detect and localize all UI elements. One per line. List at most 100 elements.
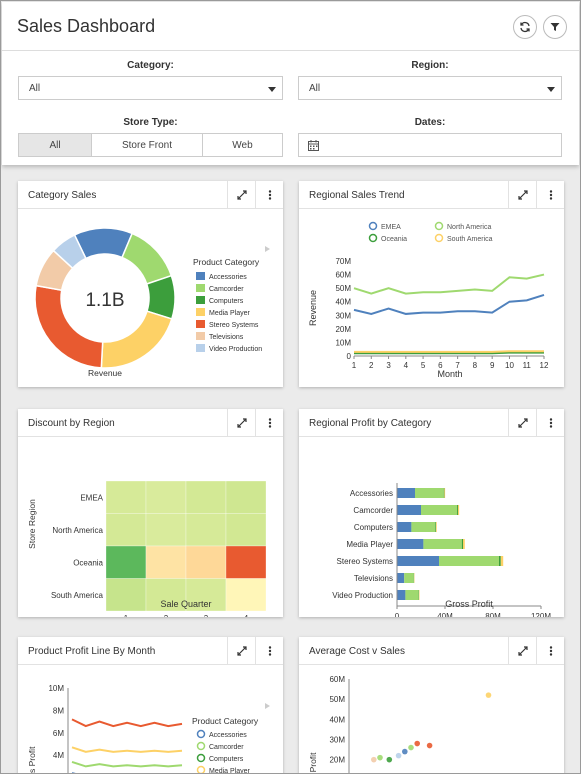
heat-cell-oceania-q2 xyxy=(145,545,187,579)
x-tick-label: 11 xyxy=(523,361,532,370)
y-tick-label: 0 xyxy=(347,352,352,361)
scatter-point-3 xyxy=(402,748,408,755)
column-label: 4 xyxy=(244,614,249,617)
expand-icon xyxy=(517,190,528,200)
calendar-icon xyxy=(308,140,319,151)
legend-next-icon[interactable] xyxy=(265,703,270,709)
filter-button[interactable] xyxy=(543,15,567,39)
y-tick-label: 70M xyxy=(335,257,351,266)
x-tick-label: 3 xyxy=(386,361,391,370)
bar-stereo-systems-s2 xyxy=(499,556,501,566)
bar-camcorder-s0 xyxy=(397,505,421,515)
heat-cell-north-america-q3 xyxy=(185,513,227,547)
scatter-point-2 xyxy=(426,742,433,749)
card-header: Category Sales xyxy=(18,181,283,209)
region-select[interactable]: All xyxy=(298,76,562,100)
scatter-point-4 xyxy=(408,744,414,751)
legend-label-accessories: Accessories xyxy=(209,732,247,739)
x-tick-label: 40M xyxy=(437,612,453,617)
y-tick-label: 8M xyxy=(53,706,64,715)
bar-media-player-s2 xyxy=(461,539,463,549)
legend-label-oceania: Oceania xyxy=(381,236,407,243)
legend-marker-emea xyxy=(368,221,378,231)
category-select[interactable]: All xyxy=(18,76,283,100)
scatter-point-5 xyxy=(395,752,402,759)
bar-computers-s3 xyxy=(436,522,437,532)
card-header: Average Cost v Sales xyxy=(299,637,564,665)
scatter-point-6 xyxy=(377,754,383,761)
expand-icon xyxy=(517,646,528,656)
bar-televisions-s1 xyxy=(404,573,414,583)
legend-swatch-accessories xyxy=(196,272,205,280)
legend-next-icon[interactable] xyxy=(265,246,270,252)
expand-button[interactable] xyxy=(508,181,536,209)
heat-cell-north-america-q2 xyxy=(145,513,187,547)
bar-stereo-systems-s1 xyxy=(439,556,499,566)
legend-label-televisions: Televisions xyxy=(209,334,244,341)
legend-label-emea: EMEA xyxy=(381,224,401,231)
expand-button[interactable] xyxy=(227,637,255,665)
legend-title: Product Category xyxy=(193,257,260,267)
y-tick-label: 10M xyxy=(48,684,64,693)
bar-media-player-s0 xyxy=(397,539,424,549)
card-header: Product Profit Line By Month xyxy=(18,637,283,665)
refresh-button[interactable] xyxy=(513,15,537,39)
legend-marker-north-america xyxy=(434,221,444,231)
store-type-all[interactable]: All xyxy=(19,134,92,156)
series-line-south-america xyxy=(354,350,544,353)
x-tick-label: 4 xyxy=(404,361,409,370)
expand-button[interactable] xyxy=(227,409,255,437)
card-menu-button[interactable] xyxy=(536,409,564,437)
series-line-oceania xyxy=(354,351,544,355)
x-tick-label: 2 xyxy=(369,361,374,370)
legend-swatch-televisions xyxy=(196,332,205,340)
legend-label-media-player: Media Player xyxy=(209,768,251,774)
card-title: Category Sales xyxy=(28,190,97,201)
y-axis-label: Gross Profit xyxy=(27,746,37,774)
expand-icon xyxy=(236,646,247,656)
series-line-stereo-systems xyxy=(71,718,183,728)
category-label: Category: xyxy=(127,60,174,71)
region-value: All xyxy=(309,83,321,94)
expand-icon xyxy=(517,418,528,428)
bar-computers-s2 xyxy=(435,522,436,532)
more-vertical-icon xyxy=(549,190,552,200)
y-axis-label: Gross Profit xyxy=(308,752,318,774)
heat-cell-oceania-q1 xyxy=(105,545,147,579)
card-menu-button[interactable] xyxy=(536,181,564,209)
card-menu-button[interactable] xyxy=(255,181,283,209)
card-menu-button[interactable] xyxy=(255,409,283,437)
dates-input[interactable] xyxy=(298,133,562,157)
series-line-emea xyxy=(353,293,545,315)
store-type-web[interactable]: Web xyxy=(232,139,253,151)
bar-camcorder-s1 xyxy=(421,505,457,515)
y-tick-label: 30M xyxy=(335,311,351,320)
store-type-store-front[interactable]: Store Front xyxy=(92,134,203,156)
y-tick-label: 60M xyxy=(335,271,351,280)
scatter-point-7 xyxy=(386,756,393,763)
column-label: 2 xyxy=(164,614,169,617)
card-menu-button[interactable] xyxy=(536,637,564,665)
category-label-computers: Computers xyxy=(354,523,393,532)
expand-button[interactable] xyxy=(227,181,255,209)
y-tick-label: 6M xyxy=(53,729,64,738)
card-menu-button[interactable] xyxy=(255,637,283,665)
legend-label-video-production: Video Production xyxy=(209,346,262,353)
legend-label-accessories: Accessories xyxy=(209,274,247,281)
category-label-media-player: Media Player xyxy=(346,540,393,549)
expand-button[interactable] xyxy=(508,409,536,437)
card-title: Average Cost v Sales xyxy=(309,646,405,657)
x-tick-label: 10 xyxy=(505,361,514,370)
legend-label-computers: Computers xyxy=(209,298,244,305)
bar-accessories-s0 xyxy=(397,488,415,498)
series-line-media-player xyxy=(71,746,183,753)
bar-media-player-s3 xyxy=(463,539,465,549)
legend-swatch-media-player xyxy=(196,308,205,316)
region-label: Region: xyxy=(411,60,449,71)
legend-marker-camcorder xyxy=(196,741,206,751)
expand-button[interactable] xyxy=(508,637,536,665)
donut-center-value: 1.1B xyxy=(85,290,124,311)
legend-swatch-camcorder xyxy=(196,284,205,292)
card-title: Regional Profit by Category xyxy=(309,418,432,429)
row-label-oceania: Oceania xyxy=(73,558,103,567)
